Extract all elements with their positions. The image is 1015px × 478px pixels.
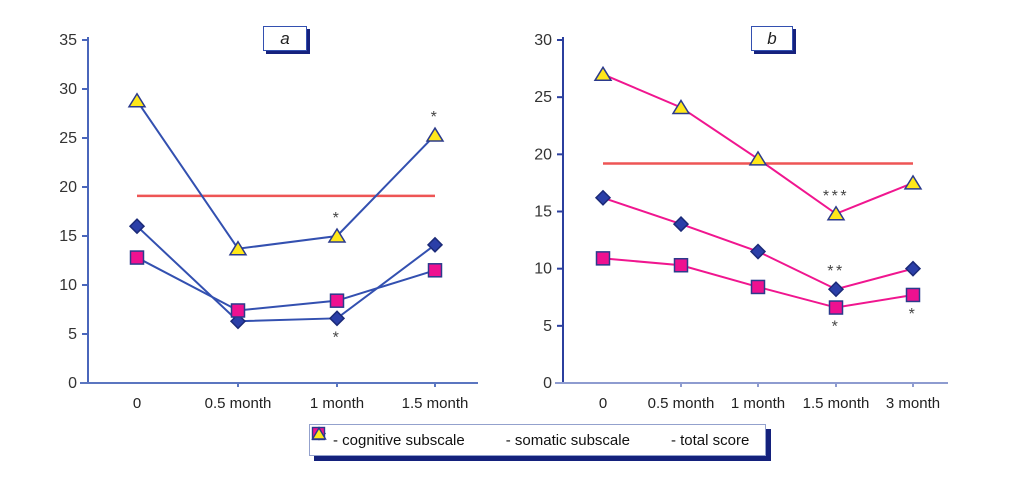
triangle-marker	[127, 92, 147, 108]
x-tick-label: 0	[599, 395, 607, 412]
y-tick-label: 25	[534, 89, 552, 106]
diamond-marker	[904, 260, 922, 277]
y-tick-label: 20	[59, 179, 77, 196]
y-axis: 0 5 10 15 20 25 30	[534, 32, 564, 392]
x-tick-label: 0.5 month	[205, 395, 272, 412]
significance-annotation: ***	[823, 188, 849, 205]
legend-item-total-score: - total score	[311, 426, 750, 449]
y-axis: 0 5 10 15 20 25 30 35	[59, 32, 89, 392]
legend-label: - cognitive subscale	[333, 431, 465, 449]
x-tick-label: 1 month	[731, 395, 785, 412]
diamond-marker	[749, 243, 767, 260]
square-marker	[750, 279, 766, 295]
series-total-score	[127, 92, 445, 256]
legend-item-cognitive-subscale: - cognitive subscale	[312, 426, 465, 449]
y-tick-label: 30	[59, 81, 77, 98]
significance-annotation: *	[333, 329, 342, 346]
square-marker	[905, 287, 921, 303]
significance-annotation: *	[431, 109, 440, 126]
diamond-marker	[128, 218, 146, 235]
series-cognitive-subscale	[594, 189, 922, 298]
series-somatic-subscale	[129, 250, 443, 318]
series-total-score	[593, 65, 923, 221]
y-tick-label: 0	[543, 375, 552, 392]
triangle-marker	[425, 126, 445, 142]
significance-annotation: **	[827, 263, 844, 280]
series-somatic-subscale	[595, 251, 921, 315]
x-tick-label: 1.5 month	[803, 395, 870, 412]
y-tick-label: 0	[68, 375, 77, 392]
panel-title-a: a	[263, 26, 307, 51]
triangle-marker	[311, 426, 327, 440]
x-axis: 0 0.5 month 1 month 1.5 month 3 month	[555, 382, 948, 412]
legend-label: - somatic subscale	[505, 431, 630, 449]
y-tick-label: 30	[534, 32, 552, 49]
square-marker	[427, 263, 443, 278]
significance-annotation: *	[909, 306, 918, 323]
triangle-marker	[903, 174, 923, 190]
series-line	[136, 256, 436, 312]
square-marker	[595, 251, 611, 266]
triangle-marker	[327, 227, 347, 243]
y-tick-label: 15	[534, 204, 552, 221]
y-tick-label: 10	[59, 277, 77, 294]
square-marker	[673, 257, 689, 273]
diamond-marker	[229, 313, 247, 330]
y-tick-label: 35	[59, 32, 77, 49]
diamond-marker	[426, 236, 444, 253]
triangle-marker	[671, 99, 691, 115]
series-line	[602, 73, 914, 215]
diamond-marker	[594, 189, 612, 206]
y-tick-label: 5	[68, 326, 77, 343]
square-marker	[129, 250, 145, 265]
triangle-marker	[228, 240, 248, 256]
legend: - cognitive subscale - somatic subscale - …	[309, 424, 767, 456]
triangle-marker	[748, 150, 768, 166]
diamond-marker	[827, 281, 845, 298]
panel-title-b: b	[751, 26, 793, 51]
square-marker	[828, 300, 844, 315]
y-tick-label: 10	[534, 261, 552, 278]
chart-a: 0 5 10 15 20 25 30 35 0 0.5 month 1 month 1.5 month…	[59, 32, 478, 412]
triangle-marker	[593, 65, 613, 82]
legend-label: - total score	[670, 431, 750, 449]
significance-annotation: *	[333, 210, 342, 227]
square-marker	[230, 303, 246, 318]
y-tick-label: 20	[534, 146, 552, 163]
diamond-marker	[672, 216, 690, 233]
x-tick-label: 1 month	[310, 395, 364, 412]
y-tick-label: 25	[59, 130, 77, 147]
y-tick-label: 15	[59, 228, 77, 245]
x-tick-label: 1.5 month	[402, 395, 469, 412]
y-tick-label: 5	[543, 318, 552, 335]
significance-annotation: *	[832, 319, 841, 336]
x-tick-label: 0	[133, 395, 141, 412]
diamond-marker	[328, 310, 346, 327]
series-line	[136, 225, 436, 323]
series-line	[136, 100, 436, 250]
square-marker	[329, 293, 345, 308]
triangle-marker	[826, 205, 846, 221]
chart-b: 0 5 10 15 20 25 30 0 0.5 month 1 month 1.5 month 3 …	[534, 32, 948, 412]
x-tick-label: 0.5 month	[648, 395, 715, 412]
legend-item-somatic-subscale: - somatic subscale	[311, 426, 630, 449]
x-tick-label: 3 month	[886, 395, 940, 412]
x-axis: 0 0.5 month 1 month 1.5 month	[80, 382, 478, 412]
series-cognitive-subscale	[128, 218, 444, 330]
